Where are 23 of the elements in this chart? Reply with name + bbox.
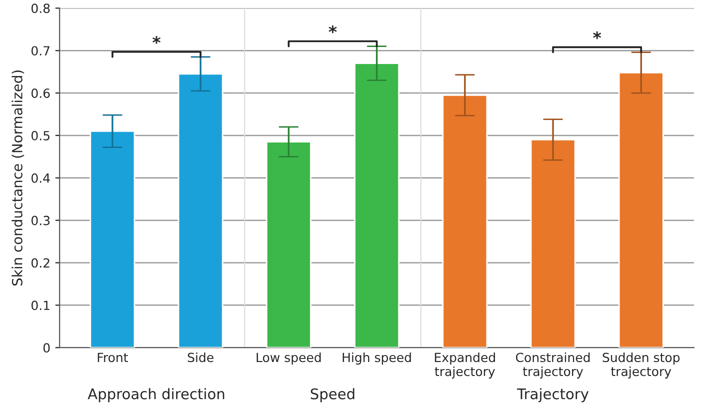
y-tick-label: 0.5 xyxy=(32,130,50,140)
x-tick-label: High speed xyxy=(342,352,411,365)
x-tick-label: Low speed xyxy=(256,352,321,365)
y-tick-label: 0.1 xyxy=(32,300,50,310)
annotation: * xyxy=(328,25,337,34)
y-tick-label: 0.7 xyxy=(32,46,50,56)
y-tick-label: 0 xyxy=(43,343,50,353)
annotation: * xyxy=(593,31,602,40)
x-tick-label: Sudden stop trajectory xyxy=(602,352,680,379)
x-tick-label: Expanded trajectory xyxy=(434,352,495,379)
y-tick-label: 0.4 xyxy=(32,173,50,183)
y-tick-label: 0.3 xyxy=(32,216,50,226)
y-tick-label: 0.2 xyxy=(32,258,50,268)
y-tick-label: 0.8 xyxy=(32,4,50,14)
x-tick-label: Front xyxy=(98,352,128,362)
x-tick-label: Constrained trajectory xyxy=(516,352,590,379)
text: Trajectory xyxy=(516,388,589,402)
x-tick-label: Side xyxy=(188,352,214,362)
text: Approach direction xyxy=(88,388,224,402)
y-axis-title: Skin conductance (Normalized) xyxy=(12,70,24,286)
text: Speed xyxy=(310,388,354,402)
annotation: * xyxy=(152,36,161,44)
y-tick-label: 0.6 xyxy=(32,88,50,98)
